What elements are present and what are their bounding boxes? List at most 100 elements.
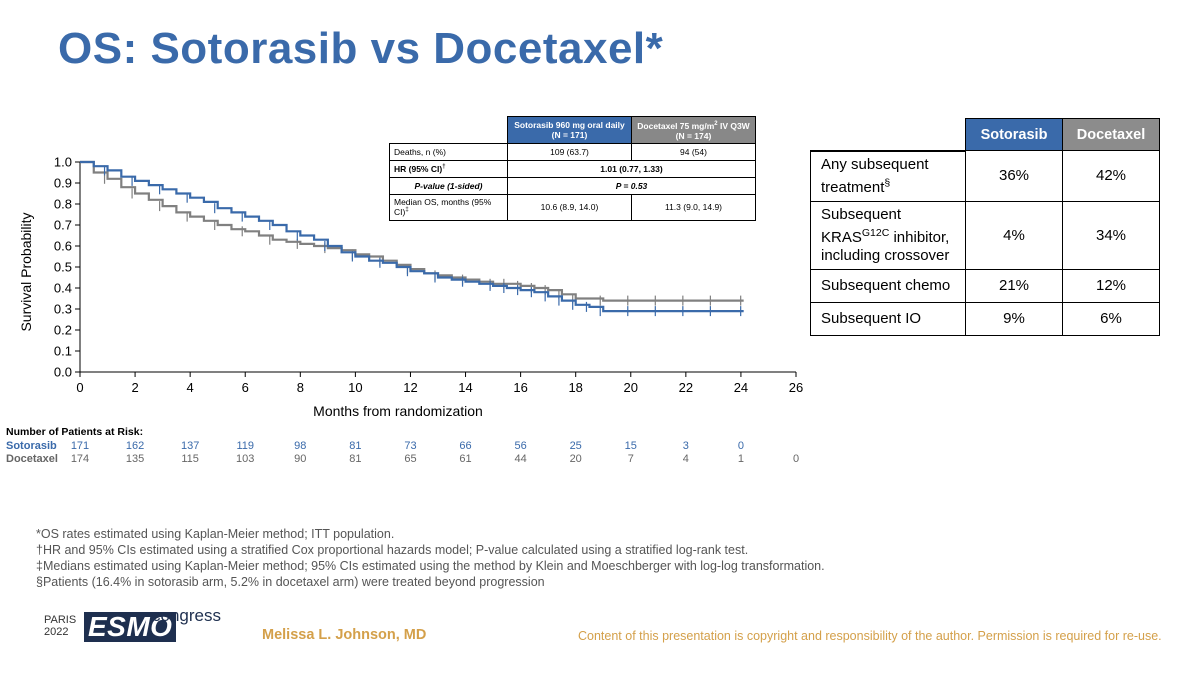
km-curve-docetaxel — [80, 160, 744, 302]
risk-value-docetaxel: 61 — [459, 453, 472, 465]
sub-row-any-label: Any subsequent treatment§ — [810, 150, 966, 202]
risk-value-sotorasib: 0 — [737, 440, 744, 452]
risk-value-docetaxel: 103 — [236, 453, 255, 465]
risk-value-docetaxel: 90 — [294, 453, 307, 465]
y-tick-label: 0.7 — [54, 218, 72, 233]
deaths-label: Deaths, n (%) — [389, 142, 508, 161]
sub-row-chemo-sotorasib: 21% — [965, 268, 1063, 303]
risk-value-docetaxel: 81 — [349, 453, 362, 465]
subsequent-treatment-table: Sotorasib Docetaxel Any subsequent treat… — [810, 118, 1160, 336]
logo-city: PARIS — [44, 614, 77, 626]
risk-title: Number of Patients at Risk: — [6, 426, 144, 438]
hr-label-text: HR (95% CI) — [394, 163, 443, 174]
x-tick-label: 22 — [679, 380, 693, 395]
x-tick-label: 0 — [76, 380, 83, 395]
logo-suffix: congress — [152, 606, 221, 625]
x-tick-label: 4 — [187, 380, 194, 395]
sub-row-any-text: Any subsequent treatment — [821, 155, 929, 196]
sub-row-any-sotorasib: 36% — [965, 150, 1063, 202]
hr-label: HR (95% CI)† — [389, 159, 508, 178]
esmo-logo: PARIS 2022 ESMO congress — [44, 606, 221, 648]
median-label: Median OS, months (95% CI)‡ — [389, 193, 508, 221]
y-tick-label: 0.5 — [54, 260, 72, 275]
risk-value-sotorasib: 15 — [624, 440, 637, 452]
x-tick-label: 6 — [242, 380, 249, 395]
risk-value-docetaxel: 4 — [682, 453, 689, 465]
sub-row-kras-sotorasib: 4% — [965, 200, 1063, 270]
risk-value-docetaxel: 44 — [514, 453, 527, 465]
slide-title: OS: Sotorasib vs Docetaxel* — [58, 24, 664, 73]
risk-value-docetaxel: 135 — [125, 453, 145, 465]
footnotes: *OS rates estimated using Kaplan-Meier m… — [36, 526, 825, 590]
risk-value-sotorasib: 137 — [180, 440, 200, 452]
risk-value-sotorasib: 98 — [294, 440, 307, 452]
risk-value-docetaxel: 7 — [627, 453, 634, 465]
sub-row-io-sotorasib: 9% — [965, 301, 1063, 336]
x-tick-label: 14 — [458, 380, 472, 395]
copyright: Content of this presentation is copyrigh… — [578, 629, 1162, 643]
risk-value-docetaxel: 65 — [404, 453, 417, 465]
risk-label-sotorasib: Sotorasib — [6, 440, 57, 452]
deaths-sotorasib: 109 (63.7) — [507, 142, 632, 161]
hr-col-docetaxel-sup: 2 — [714, 121, 718, 127]
risk-value-docetaxel: 174 — [70, 453, 90, 465]
km-curve-sotorasib — [80, 160, 744, 313]
y-tick-label: 0.4 — [54, 281, 72, 296]
logo-year: 2022 — [44, 626, 69, 638]
x-tick-label: 18 — [568, 380, 582, 395]
risk-value-sotorasib: 81 — [349, 440, 362, 452]
risk-value-sotorasib: 3 — [682, 440, 689, 452]
p-label: P-value (1-sided) — [389, 176, 508, 195]
sub-col-sotorasib: Sotorasib — [965, 118, 1063, 151]
risk-row-sotorasib: Sotorasib 171 162 137 119 98 81 73 66 56 25 15 3 0 — [6, 440, 826, 453]
author: Melissa L. Johnson, MD — [262, 627, 427, 643]
sub-row-io-label: Subsequent IO — [810, 301, 966, 336]
hr-table-corner — [389, 116, 508, 144]
sub-row-kras-sup: G12C — [861, 226, 890, 239]
y-tick-label: 0.3 — [54, 302, 72, 317]
sub-col-docetaxel: Docetaxel — [1062, 118, 1160, 151]
y-tick-label: 1.0 — [54, 155, 72, 170]
y-tick-label: 0.2 — [54, 323, 72, 338]
x-tick-label: 16 — [513, 380, 527, 395]
y-tick-label: 0.0 — [54, 365, 72, 380]
hr-value: 1.01 (0.77, 1.33) — [507, 159, 756, 178]
sub-row-chemo-label: Subsequent chemo — [810, 268, 966, 303]
x-tick-label: 12 — [403, 380, 417, 395]
hr-col-sotorasib: Sotorasib 960 mg oral daily (N = 171) — [507, 116, 632, 144]
x-tick-label: 20 — [624, 380, 638, 395]
risk-value-sotorasib: 171 — [70, 440, 90, 452]
sub-table-corner — [810, 118, 966, 152]
y-axis-label: Survival Probability — [18, 212, 34, 331]
y-tick-label: 0.9 — [54, 176, 72, 191]
risk-value-sotorasib: 162 — [125, 440, 145, 452]
footnote-2: †HR and 95% CIs estimated using a strati… — [36, 543, 749, 557]
sub-row-kras-label: Subsequent KRASG12C inhibitor, including… — [810, 200, 966, 270]
risk-value-sotorasib: 73 — [404, 440, 417, 452]
sub-row-any-docetaxel: 42% — [1062, 150, 1160, 202]
risk-label-docetaxel: Docetaxel — [6, 453, 58, 465]
risk-value-docetaxel: 115 — [181, 453, 199, 465]
risk-value-sotorasib: 66 — [459, 440, 472, 452]
x-axis-label: Months from randomization — [313, 403, 483, 419]
sub-row-kras-docetaxel: 34% — [1062, 200, 1160, 270]
p-value: P = 0.53 — [507, 176, 756, 195]
logo-city-year: PARIS 2022 — [44, 614, 76, 638]
risk-table: Number of Patients at Risk: Sotorasib 17… — [6, 426, 799, 465]
median-sotorasib: 10.6 (8.9, 14.0) — [507, 193, 632, 221]
x-tick-label: 8 — [297, 380, 304, 395]
risk-value-docetaxel: 20 — [569, 453, 582, 465]
hr-col-docetaxel-b: IV Q3W (N = 174) — [675, 120, 750, 141]
sub-row-any-sup: § — [884, 176, 891, 189]
deaths-docetaxel: 94 (54) — [631, 142, 756, 161]
median-label-text: Median OS, months (95% CI) — [394, 197, 492, 218]
median-label-sup: ‡ — [405, 207, 409, 214]
risk-value-docetaxel: 1 — [737, 453, 744, 465]
footnote-3: ‡Medians estimated using Kaplan-Meier me… — [36, 559, 825, 573]
x-tick-label: 10 — [348, 380, 362, 395]
x-tick-label: 2 — [131, 380, 138, 395]
sub-row-chemo-docetaxel: 12% — [1062, 268, 1160, 303]
median-docetaxel: 11.3 (9.0, 14.9) — [631, 193, 756, 221]
risk-value-docetaxel: 0 — [792, 453, 800, 465]
logo-brand: ESMO — [84, 612, 177, 642]
